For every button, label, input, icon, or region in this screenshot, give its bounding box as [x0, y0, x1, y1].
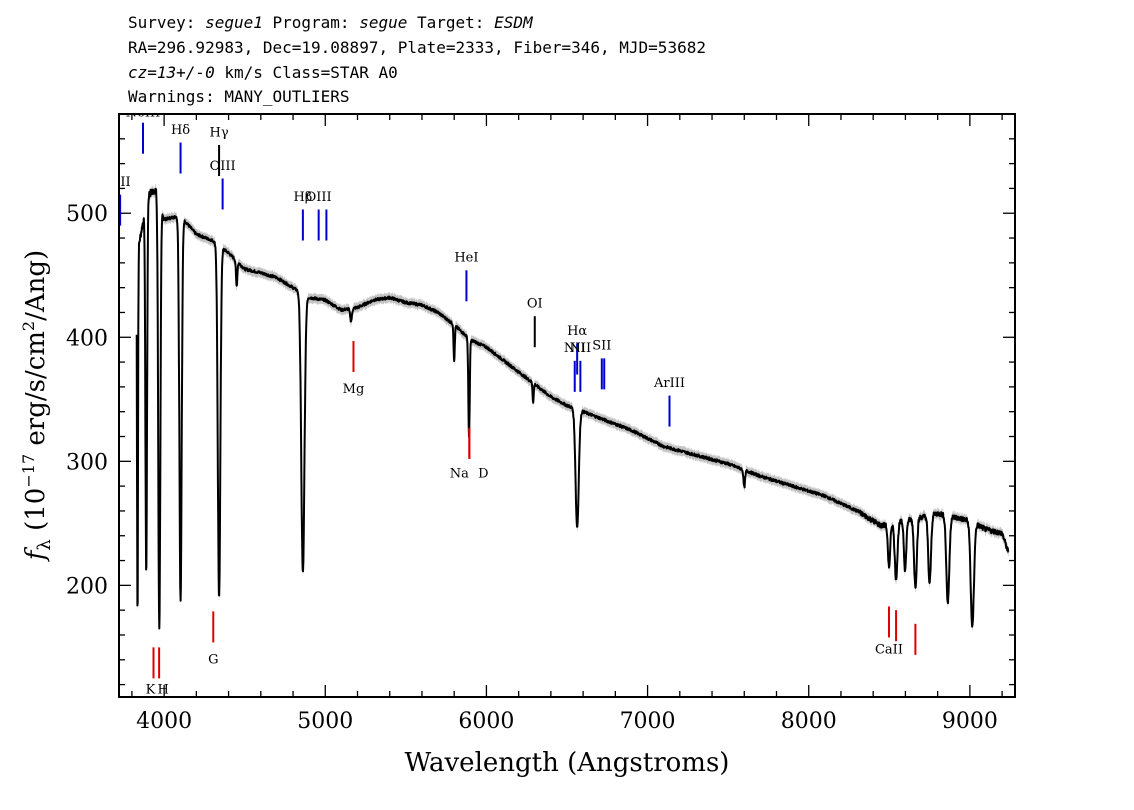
- x-axis-title: Wavelength (Angstroms): [405, 748, 730, 778]
- absorption-label: Na: [450, 466, 469, 481]
- absorption-label: G: [208, 653, 218, 668]
- emission-label: OII: [110, 175, 131, 190]
- redshift-value: cz=13+/-0: [128, 63, 215, 82]
- y-axis-title: fλ (10−17 erg/s/cm2/Ang): [19, 250, 55, 562]
- absorption-label: D: [478, 466, 488, 481]
- emission-label: Hα: [567, 324, 587, 339]
- plot-frame: [118, 113, 1016, 698]
- header-line-4: Warnings: MANY_OUTLIERS: [128, 87, 350, 106]
- survey-name: segue1: [205, 13, 263, 32]
- emission-label: Hγ: [210, 125, 229, 140]
- y-tick-label: 200: [66, 574, 108, 599]
- emission-label: OIII: [306, 190, 332, 205]
- program-name: segue: [359, 13, 407, 32]
- emission-label: SII: [592, 339, 611, 354]
- absorption-label: K: [146, 682, 156, 697]
- tick-labels: 4000 5000 6000 7000 8000 9000 200 300 400 500: [66, 202, 998, 734]
- absorption-label: CaII: [875, 643, 903, 658]
- header-line-1: Survey: segue1 Program: segue Target: ES…: [128, 13, 534, 32]
- y-tick-label: 400: [66, 326, 108, 351]
- x-tick-label: 5000: [297, 709, 353, 734]
- target-name: ESDM: [494, 13, 534, 32]
- absorption-label: Mg: [343, 382, 365, 397]
- header-line-2: RA=296.92983, Dec=19.08897, Plate=2333, …: [128, 38, 706, 57]
- emission-label: ArIII: [653, 376, 685, 391]
- x-tick-label: 4000: [136, 709, 192, 734]
- absorption-label: H: [157, 682, 168, 697]
- y-tick-label: 300: [66, 450, 108, 475]
- flux-spectrum-line: [135, 187, 1010, 630]
- header-line-3: cz=13+/-0 km/s Class=STAR A0: [128, 63, 398, 82]
- y-tick-label: 500: [66, 202, 108, 227]
- x-tick-label: 8000: [781, 709, 837, 734]
- emission-label: NII: [570, 341, 592, 356]
- x-tick-label: 9000: [942, 709, 998, 734]
- emission-label: Hδ: [171, 123, 190, 138]
- x-tick-label: 6000: [458, 709, 514, 734]
- emission-label: NII: [564, 341, 586, 356]
- emission-label: NeIII: [126, 105, 160, 120]
- emission-label: HeI: [454, 251, 478, 266]
- emission-label: Hβ: [293, 190, 312, 205]
- emission-label: OI: [527, 297, 543, 312]
- x-tick-label: 7000: [620, 709, 676, 734]
- emission-label: OIII: [210, 159, 236, 174]
